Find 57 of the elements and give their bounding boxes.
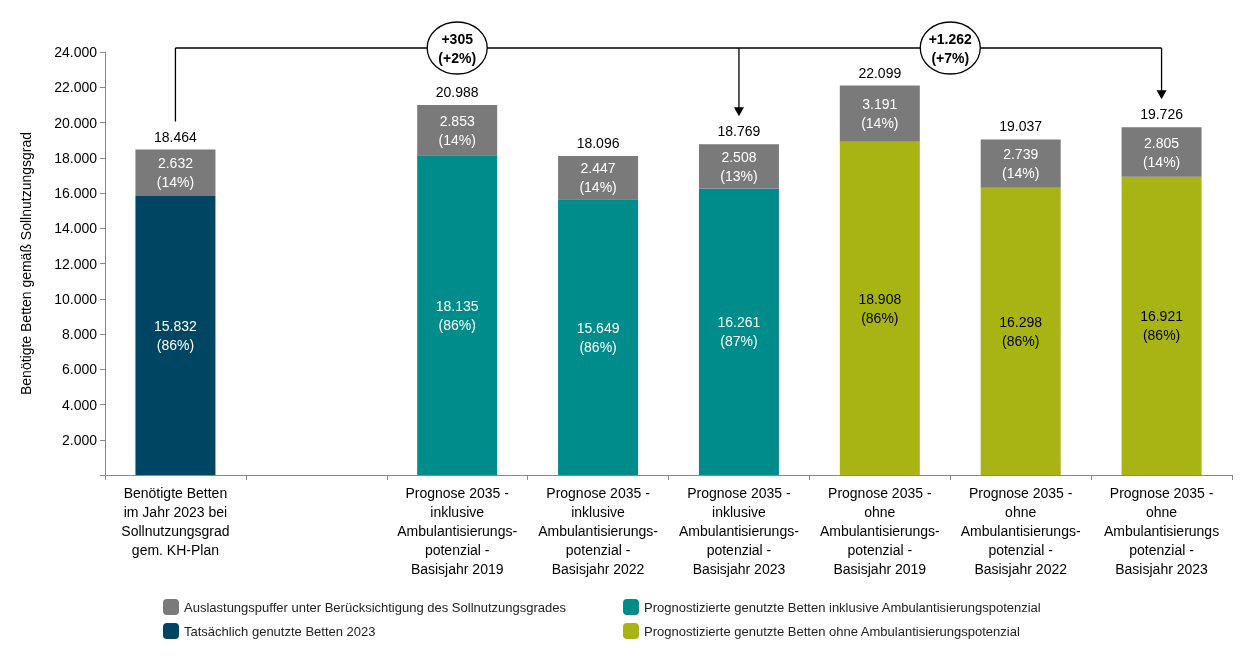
y-tick-label: 12.000 (54, 255, 98, 272)
data-label: 15.649 (86%) (576, 319, 620, 355)
y-tick-label: 4.000 (61, 396, 98, 413)
bar (980, 139, 1061, 188)
annotation: +1.262 (+7%) (928, 30, 973, 66)
bar (417, 155, 498, 475)
x-tick-label: Benötigte Betten im Jahr 2023 bei Sollnutzungsgrad gem. KH-Plan (121, 484, 230, 558)
total-label: 18.096 (576, 135, 620, 152)
y-tick-label: 20.000 (54, 114, 98, 131)
y-tick-label: 14.000 (54, 220, 98, 237)
bar (698, 188, 779, 475)
x-tick-label: Prognose 2035 - ohne Ambulantisierungs- potenzial - Basisjahr 2019 (819, 484, 941, 577)
bar (839, 141, 920, 475)
y-tick-label: 18.000 (54, 149, 98, 166)
legend-label: Auslastungspuffer unter Berücksichtigung des Sollnutzungsgrades (184, 599, 567, 615)
y-tick-label: 22.000 (54, 79, 98, 96)
total-label: 22.099 (858, 64, 902, 81)
y-tick-label: 8.000 (61, 326, 98, 342)
data-label: 2.739 (14%) (1002, 146, 1040, 182)
annotation: +305 (+2%) (438, 30, 477, 66)
total-label: 19.726 (1140, 106, 1184, 123)
data-label: 16.298 (86%) (999, 313, 1043, 349)
total-label: 19.037 (999, 118, 1043, 135)
data-label: 16.921 (86%) (1140, 308, 1184, 344)
bar (980, 187, 1061, 475)
total-label: 20.988 (435, 84, 479, 101)
y-tick-label: 16.000 (54, 185, 98, 201)
data-label: 16.261 (87%) (717, 314, 761, 350)
bar (135, 195, 216, 475)
data-label: 2.853 (14%) (438, 112, 476, 148)
bar (558, 199, 639, 475)
data-label: 3.191 (14%) (861, 96, 899, 132)
x-tick-label: Prognose 2035 - inklusive Ambulantisierungs- potenzial - Basisjahr 2023 (679, 484, 800, 577)
total-label: 18.464 (154, 128, 198, 145)
legend-label: Tatsächlich genutzte Betten 2023 (184, 623, 376, 639)
x-tick-label: Prognose 2035 - ohne Ambulantisierungs potenzial - Basisjahr 2023 (1103, 484, 1220, 577)
data-label: 15.832 (86%) (154, 317, 198, 353)
data-label: 18.908 (86%) (858, 290, 902, 326)
data-label: 2.447 (14%) (579, 160, 617, 196)
x-tick-label: Prognose 2035 - inklusive Ambulantisierungs- potenzial - Basisjahr 2022 (538, 484, 659, 577)
legend-label: Prognostizierte genutzte Betten ohne Ambulantisierungspotenzial (644, 623, 1020, 639)
y-tick-label: 24.000 (54, 44, 98, 60)
bar (1121, 176, 1202, 475)
data-label: 18.135 (86%) (435, 297, 479, 333)
y-tick-label: 2.000 (61, 431, 98, 448)
total-label: 18.769 (717, 123, 761, 140)
y-tick-label: 10.000 (54, 290, 98, 307)
bar (1121, 127, 1202, 177)
data-label: 2.632 (14%) (156, 155, 195, 191)
data-label: 2.805 (14%) (1142, 134, 1181, 170)
y-tick-label: 6.000 (61, 361, 98, 378)
data-label: 2.508 (13%) (720, 148, 758, 184)
x-tick-label: Prognose 2035 - inklusive Ambulantisierungs- potenzial - Basisjahr 2019 (397, 484, 518, 577)
x-tick-label: Prognose 2035 - ohne Ambulantisierungs- potenzial - Basisjahr 2022 (960, 484, 1081, 577)
y-axis-title: Benötigte Betten gemäß Sollnutzungsgrad (18, 131, 34, 396)
bar (839, 85, 920, 142)
legend-label: Prognostizierte genutzte Betten inklusive Ambulantisierungspotenzial (644, 599, 1041, 615)
